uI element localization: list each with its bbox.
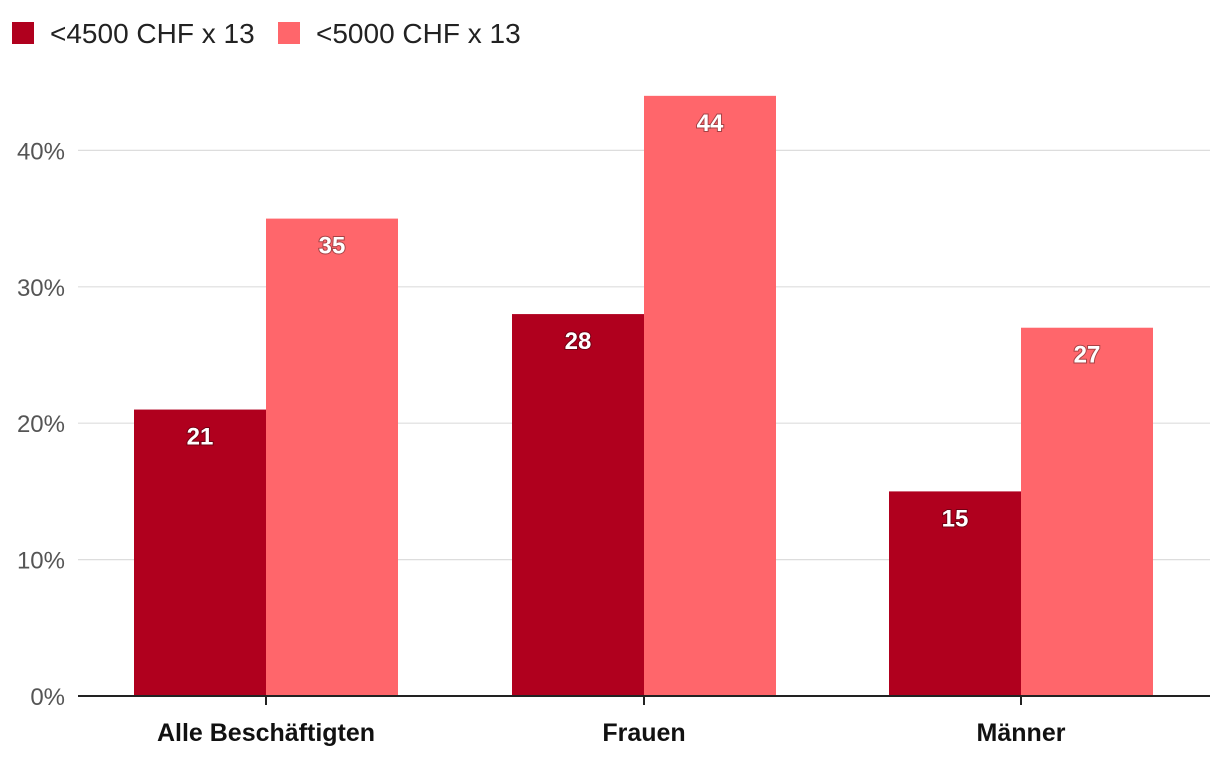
legend-swatch-low-wage-5000 xyxy=(278,22,300,44)
legend-label-low-wage-4500: <4500 CHF x 13 xyxy=(50,18,255,49)
legend-swatch-low-wage-4500 xyxy=(12,22,34,44)
x-axis-category-labels: Alle Beschäftigten Frauen Männer xyxy=(157,696,1066,747)
y-tick-label-20: 20% xyxy=(17,411,65,438)
bar-maenner-5000 xyxy=(1021,327,1153,696)
category-label-alle-beschaeftigten: Alle Beschäftigten xyxy=(157,719,375,747)
bars xyxy=(134,95,1153,697)
category-label-maenner: Männer xyxy=(977,719,1066,747)
y-tick-label-0: 0% xyxy=(30,684,65,711)
bar-maenner-4500 xyxy=(889,491,1021,696)
bar-alle-beschaeftigten-4500 xyxy=(134,409,266,696)
data-label-frauen-4500: 28 xyxy=(565,328,592,355)
bar-frauen-5000 xyxy=(644,95,776,697)
data-label-frauen-5000: 44 xyxy=(697,110,724,137)
y-axis-tick-labels: 0% 10% 20% 30% 40% xyxy=(17,138,65,711)
data-label-maenner-5000: 27 xyxy=(1074,342,1101,369)
data-labels: 21 35 28 44 15 27 xyxy=(186,109,1102,534)
data-label-maenner-4500: 15 xyxy=(942,505,969,532)
legend-label-low-wage-5000: <5000 CHF x 13 xyxy=(316,18,521,49)
y-tick-label-40: 40% xyxy=(17,138,65,165)
y-tick-label-30: 30% xyxy=(17,275,65,302)
category-label-frauen: Frauen xyxy=(602,719,685,747)
data-label-alle-beschaeftigten-4500: 21 xyxy=(187,424,214,451)
y-tick-label-10: 10% xyxy=(17,548,65,575)
bar-frauen-4500 xyxy=(512,314,644,696)
data-label-alle-beschaeftigten-5000: 35 xyxy=(319,233,346,260)
legend: <4500 CHF x 13 <5000 CHF x 13 xyxy=(12,18,521,49)
bar-alle-beschaeftigten-5000 xyxy=(266,218,398,696)
